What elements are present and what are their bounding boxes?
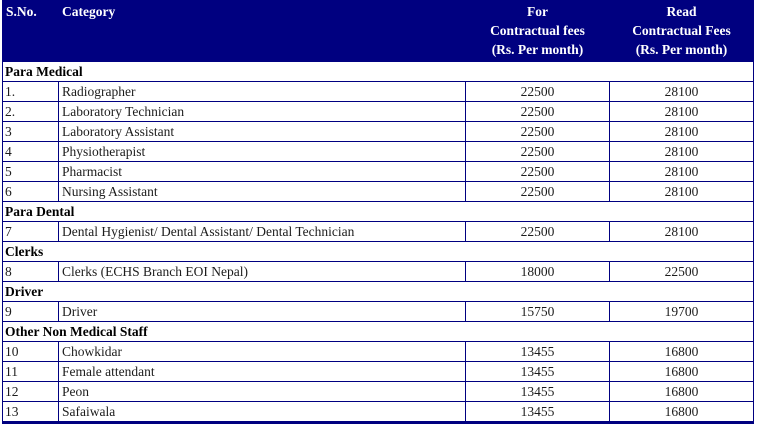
table-row: 5 Pharmacist 22500 28100 [2,161,754,182]
table-row: 1. Radiographer 22500 28100 [2,81,754,102]
cell-category: Physiotherapist [58,141,466,162]
cell-sno: 12 [2,381,59,402]
cell-for-fee: 22500 [465,81,610,102]
cell-category: Dental Hygienist/ Dental Assistant/ Dent… [58,221,466,242]
cell-read-fee: 28100 [609,181,754,202]
header-for-line1: For [527,4,548,19]
section-header-row: Para Dental [2,201,754,222]
cell-for-fee: 22500 [465,181,610,202]
cell-read-fee: 28100 [609,121,754,142]
cell-sno: 1. [2,81,59,102]
cell-category: Laboratory Technician [58,101,466,122]
cell-for-fee: 22500 [465,221,610,242]
header-for-line3: (Rs. Per month) [491,42,584,57]
cell-sno: 5 [2,161,59,182]
cell-for-fee: 13455 [465,361,610,382]
table-row: 8 Clerks (ECHS Branch EOI Nepal) 18000 2… [2,261,754,282]
cell-category: Safaiwala [58,401,466,423]
cell-for-fee: 13455 [465,401,610,423]
cell-for-fee: 13455 [465,341,610,362]
cell-read-fee: 19700 [609,301,754,322]
cell-read-fee: 28100 [609,101,754,122]
header-row: S.No. Category For Contractual fees (Rs.… [2,0,754,62]
section-title: Other Non Medical Staff [2,321,754,342]
cell-sno: 9 [2,301,59,322]
cell-for-fee: 22500 [465,161,610,182]
cell-sno: 4 [2,141,59,162]
header-for-contractual-fees: For Contractual fees (Rs. Per month) [465,0,610,62]
cell-sno: 11 [2,361,59,382]
section-title: Para Medical [2,61,754,82]
section-header-row: Other Non Medical Staff [2,321,754,342]
header-sno: S.No. [2,0,59,62]
cell-category: Nursing Assistant [58,181,466,202]
section-header-row: Para Medical [2,61,754,82]
table-row: 10 Chowkidar 13455 16800 [2,341,754,362]
section-title: Para Dental [2,201,754,222]
cell-for-fee: 22500 [465,141,610,162]
cell-sno: 7 [2,221,59,242]
cell-read-fee: 28100 [609,221,754,242]
cell-category: Driver [58,301,466,322]
table-row: 7 Dental Hygienist/ Dental Assistant/ De… [2,221,754,242]
section-other-non-medical-staff: Other Non Medical Staff 10 Chowkidar 134… [2,321,754,423]
cell-read-fee: 16800 [609,341,754,362]
cell-for-fee: 13455 [465,381,610,402]
contractual-fees-table: S.No. Category For Contractual fees (Rs.… [2,0,754,424]
section-title: Clerks [2,241,754,262]
cell-read-fee: 16800 [609,401,754,423]
cell-category: Radiographer [58,81,466,102]
table-row: 9 Driver 15750 19700 [2,301,754,322]
cell-category: Chowkidar [58,341,466,362]
cell-read-fee: 16800 [609,361,754,382]
header-category: Category [58,0,466,62]
cell-sno: 10 [2,341,59,362]
table-row: 13 Safaiwala 13455 16800 [2,401,754,423]
cell-sno: 2. [2,101,59,122]
section-header-row: Driver [2,281,754,302]
section-para-medical: Para Medical 1. Radiographer 22500 28100… [2,61,754,202]
section-driver: Driver 9 Driver 15750 19700 [2,281,754,322]
header-for-line2: Contractual fees [490,23,585,38]
table-header: S.No. Category For Contractual fees (Rs.… [2,0,754,62]
section-header-row: Clerks [2,241,754,262]
cell-for-fee: 22500 [465,101,610,122]
table-row: 6 Nursing Assistant 22500 28100 [2,181,754,202]
cell-sno: 8 [2,261,59,282]
header-read-line2: Contractual Fees [632,23,731,38]
cell-category: Pharmacist [58,161,466,182]
section-clerks: Clerks 8 Clerks (ECHS Branch EOI Nepal) … [2,241,754,282]
table-row: 12 Peon 13455 16800 [2,381,754,402]
header-read-line3: (Rs. Per month) [635,42,728,57]
cell-category: Laboratory Assistant [58,121,466,142]
section-title: Driver [2,281,754,302]
header-read-contractual-fees: Read Contractual Fees (Rs. Per month) [609,0,754,62]
cell-category: Peon [58,381,466,402]
cell-sno: 13 [2,401,59,423]
table-row: 2. Laboratory Technician 22500 28100 [2,101,754,122]
header-read-line1: Read [666,4,697,19]
cell-for-fee: 15750 [465,301,610,322]
cell-read-fee: 16800 [609,381,754,402]
cell-sno: 3 [2,121,59,142]
cell-for-fee: 22500 [465,121,610,142]
table-row: 3 Laboratory Assistant 22500 28100 [2,121,754,142]
cell-for-fee: 18000 [465,261,610,282]
cell-category: Female attendant [58,361,466,382]
table-row: 11 Female attendant 13455 16800 [2,361,754,382]
cell-read-fee: 22500 [609,261,754,282]
cell-read-fee: 28100 [609,161,754,182]
cell-read-fee: 28100 [609,81,754,102]
table-row: 4 Physiotherapist 22500 28100 [2,141,754,162]
cell-read-fee: 28100 [609,141,754,162]
section-para-dental: Para Dental 7 Dental Hygienist/ Dental A… [2,201,754,242]
cell-sno: 6 [2,181,59,202]
cell-category: Clerks (ECHS Branch EOI Nepal) [58,261,466,282]
